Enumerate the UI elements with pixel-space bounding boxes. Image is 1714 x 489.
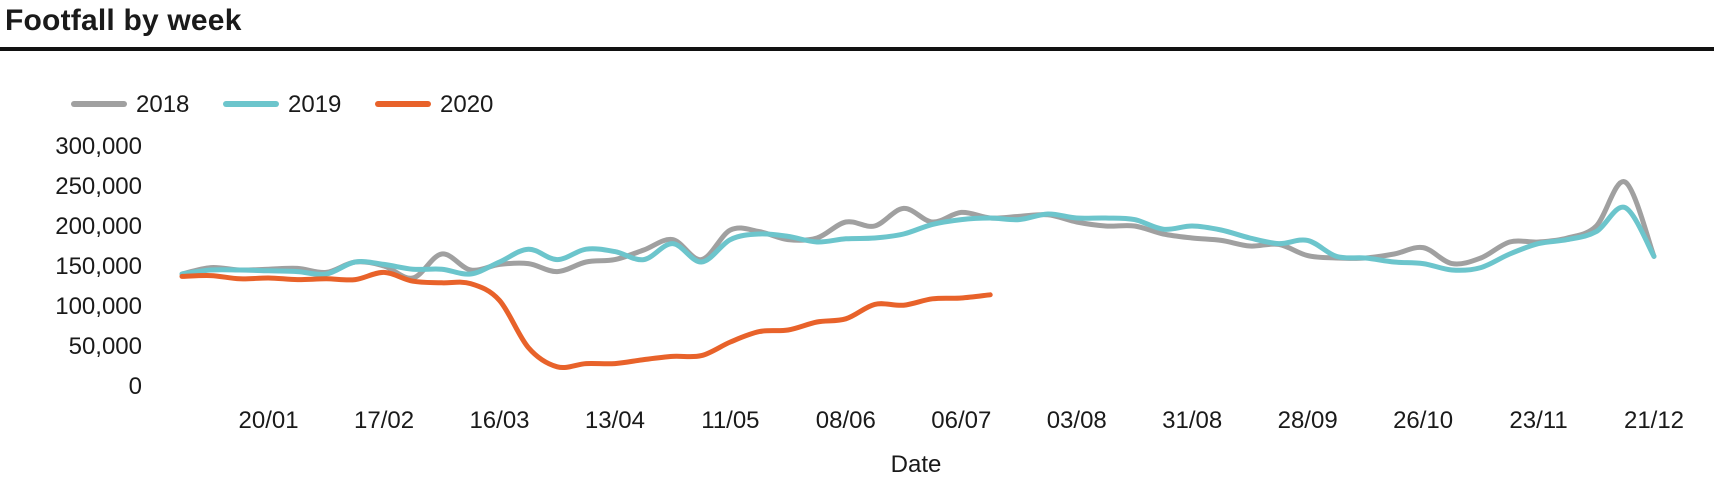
- x-tick-label: 11/05: [701, 407, 759, 434]
- y-tick-label: 250,000: [55, 173, 142, 200]
- x-tick-label: 26/10: [1393, 407, 1453, 434]
- x-tick-label: 06/07: [931, 407, 991, 434]
- x-tick-label: 08/06: [816, 407, 876, 434]
- x-tick-label: 21/12: [1624, 407, 1684, 434]
- legend-label-2018: 2018: [136, 91, 189, 118]
- x-tick-label: 23/11: [1509, 407, 1567, 434]
- title-divider: [0, 47, 1714, 51]
- y-tick-label: 150,000: [55, 253, 142, 280]
- y-tick-label: 50,000: [69, 333, 142, 360]
- x-tick-label: 13/04: [585, 407, 645, 434]
- series-line-2018: [179, 179, 1657, 281]
- x-tick-label: 03/08: [1047, 407, 1107, 434]
- legend-label-2020: 2020: [440, 91, 493, 118]
- y-tick-label: 100,000: [55, 293, 142, 320]
- x-tick-label: 16/03: [469, 407, 529, 434]
- series-line-2020: [179, 269, 993, 371]
- x-tick-label: 20/01: [239, 407, 299, 434]
- y-axis: 0 50,000 100,000 150,000 200,000 250,000 300,0…: [55, 133, 142, 400]
- x-tick-label: 28/09: [1278, 407, 1338, 434]
- x-axis: 20/01 17/02 16/03 13/04 11/05 08/06 06/07 03/08…: [239, 407, 1684, 434]
- y-tick-label: 200,000: [55, 213, 142, 240]
- x-axis-title: Date: [891, 451, 942, 478]
- x-tick-label: 31/08: [1162, 407, 1222, 434]
- y-tick-label: 300,000: [55, 133, 142, 160]
- legend-label-2019: 2019: [288, 91, 341, 118]
- page-title: Footfall by week: [5, 4, 242, 37]
- y-tick-label: 0: [129, 373, 142, 400]
- series-line-2019: [179, 204, 1657, 277]
- plot-area: [179, 179, 1657, 371]
- x-tick-label: 17/02: [354, 407, 414, 434]
- chart-legend: 2018 2019 2020: [71, 91, 493, 118]
